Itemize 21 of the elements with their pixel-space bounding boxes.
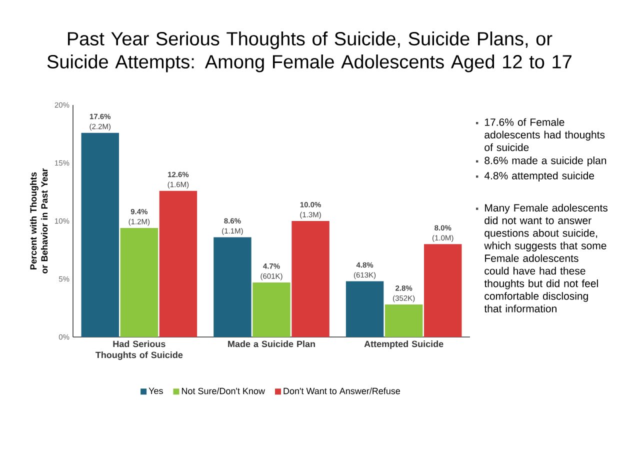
bar [252,282,290,337]
bar [384,304,423,337]
text: 8.6% made a suicide plan [484,156,606,166]
x-tick-label: Had Serious Thoughts of Suicide [96,340,183,360]
bar [159,190,198,337]
bar [214,237,252,337]
bar [120,228,158,337]
bar [292,220,330,337]
legend-label: Don't Want to Answer/Refuse [284,388,400,394]
legend-label: Not Sure/Don't Know [182,388,266,394]
text: Many Female adolescents did not want to answer questions about suicide, which suggests that some Female adolescents could have had these thoughts but did not feel comfortable disclosing that information [484,204,608,312]
x-tick-label: Attempted Suicide [364,340,444,349]
legend-label: Yes [148,388,163,394]
y-axis-title: Percent with Thoughts or Behavior in Past Year [30,168,48,274]
bar [424,244,462,337]
text: 4.8% attempted suicide [484,172,594,182]
bar [81,132,119,337]
x-tick-label: Made a Suicide Plan [228,340,315,348]
bar [346,281,384,337]
chart-title: Past Year Serious Thoughts of Suicide, Suicide Plans, or Suicide Attempts: Among Female Adolescents Aged 12 to 17 [47,32,572,72]
text: 17.6% of Female adolescents had thoughts of suicide [484,118,605,152]
